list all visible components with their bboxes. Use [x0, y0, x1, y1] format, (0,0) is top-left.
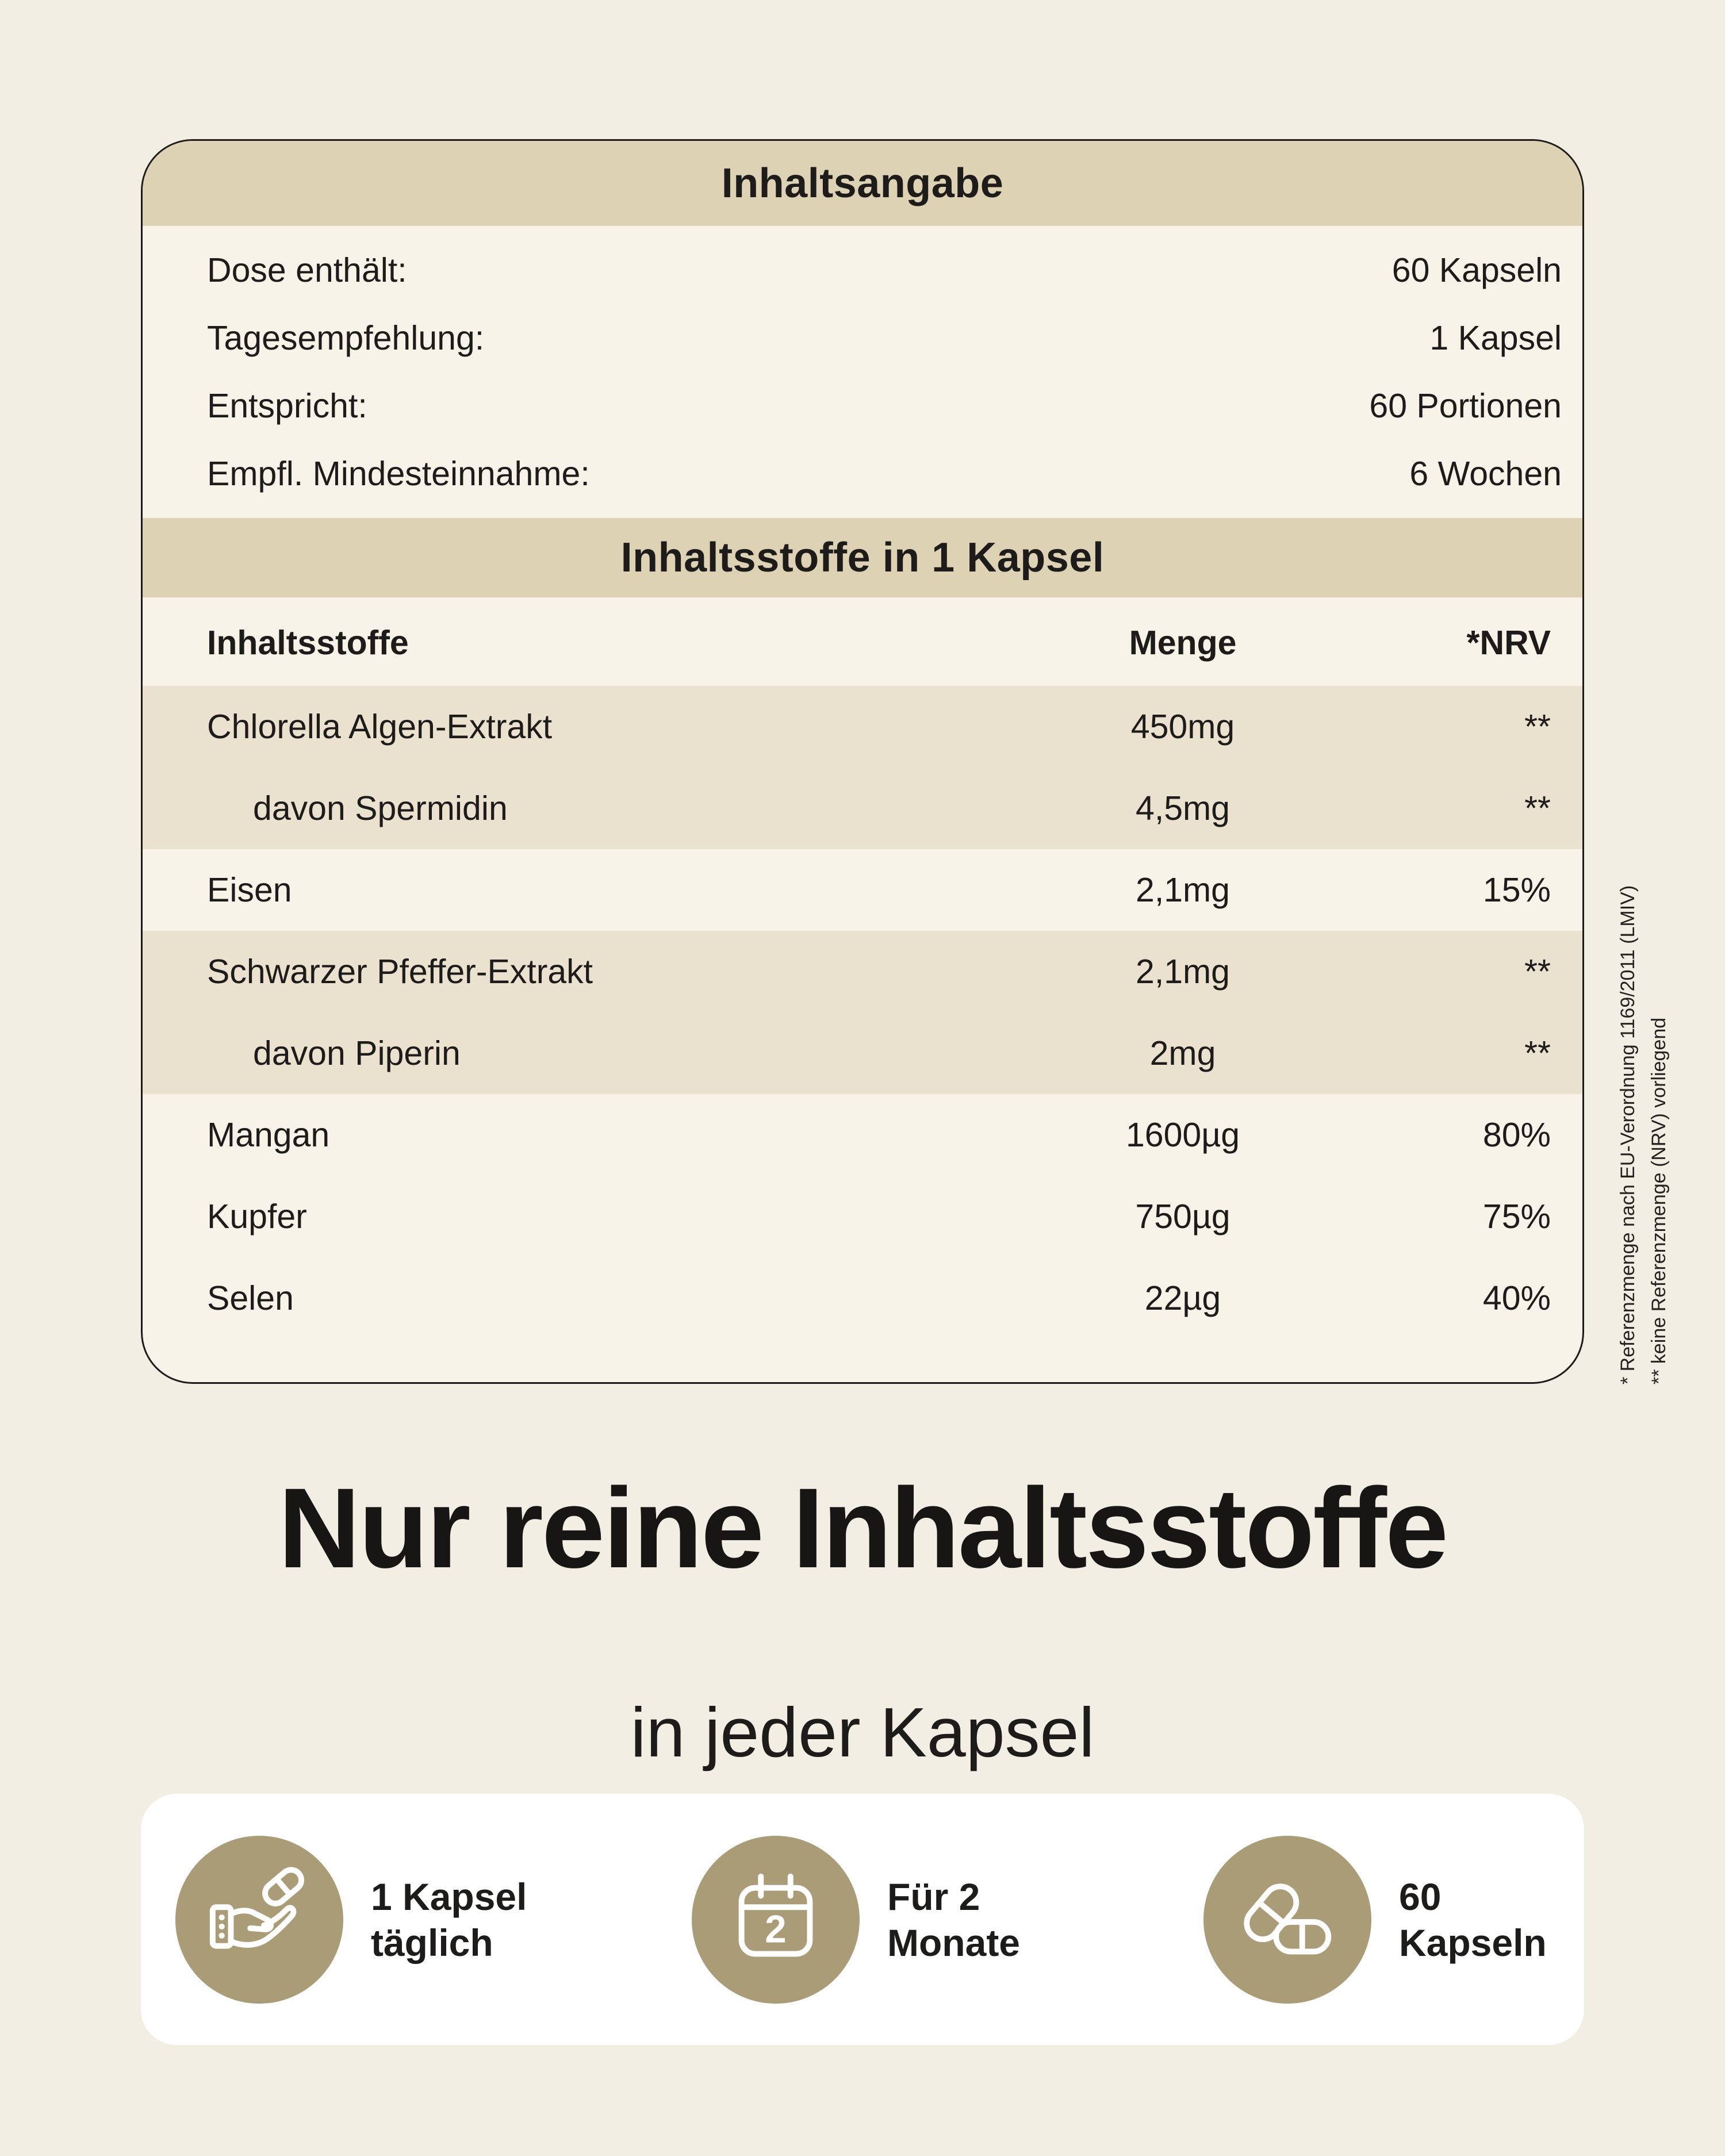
- subheadline: in jeder Kapsel: [630, 1693, 1095, 1771]
- ingredient-nrv: 40%: [1482, 1279, 1551, 1317]
- calendar-icon: 2: [738, 1873, 813, 1956]
- info-label: Entspricht:: [207, 387, 367, 425]
- card-title: Inhaltsangabe: [721, 160, 1004, 206]
- ingredient-amount: 2,1mg: [1136, 871, 1230, 909]
- column-header-amount: Menge: [1129, 624, 1237, 662]
- table-subrow: davon Piperin 2mg **: [143, 1012, 1582, 1094]
- ingredient-name: Schwarzer Pfeffer-Extrakt: [207, 953, 593, 991]
- column-header-ingredient: Inhaltsstoffe: [207, 624, 409, 662]
- info-value: 6 Wochen: [1409, 455, 1562, 493]
- ingredient-amount: 4,5mg: [1136, 789, 1230, 827]
- footnote-reference: * Referenzmenge nach EU-Verordnung 1169/…: [1617, 885, 1639, 1384]
- serving-info: Dose enthält: 60 Kapseln Tagesempfehlung…: [143, 226, 1582, 518]
- table-row: Chlorella Algen-Extrakt 450mg **: [143, 686, 1582, 768]
- ingredient-nrv: 75%: [1482, 1198, 1551, 1236]
- ingredient-name: Chlorella Algen-Extrakt: [207, 708, 553, 746]
- hand-capsule-icon: [209, 1866, 305, 1948]
- table-row: Eisen 2,1mg 15%: [143, 849, 1582, 931]
- ingredient-nrv: **: [1524, 1034, 1551, 1072]
- feature-label: 60 Kapseln: [1399, 1875, 1547, 1964]
- feature-label: 1 Kapsel täglich: [371, 1875, 527, 1964]
- ingredient-name: davon Spermidin: [253, 789, 508, 827]
- card-title-band: Inhaltsangabe: [143, 141, 1582, 226]
- table-row: Mangan 1600µg 80%: [143, 1094, 1582, 1176]
- feature-duration: 2 Für 2 Monate: [692, 1794, 1020, 2045]
- footnote-no-nrv: ** keine Referenzmenge (NRV) vorliegend: [1648, 1017, 1670, 1384]
- features-card: 1 Kapsel täglich 2 Für 2 Monate: [141, 1794, 1584, 2045]
- ingredient-nrv: 80%: [1482, 1116, 1551, 1154]
- ingredient-amount: 22µg: [1144, 1279, 1221, 1317]
- ingredient-name: Kupfer: [207, 1198, 307, 1236]
- ingredient-amount: 2mg: [1149, 1034, 1216, 1072]
- capsules-icon: [1244, 1883, 1332, 1954]
- info-label: Tagesempfehlung:: [207, 319, 485, 357]
- info-row: Dose enthält: 60 Kapseln: [207, 236, 1562, 304]
- ingredient-name: davon Piperin: [253, 1034, 461, 1072]
- ingredient-name: Mangan: [207, 1116, 330, 1154]
- ingredient-amount: 1600µg: [1125, 1116, 1240, 1154]
- ingredient-amount: 2,1mg: [1136, 953, 1230, 991]
- ingredient-nrv: **: [1524, 789, 1551, 827]
- ingredient-nrv: **: [1524, 708, 1551, 746]
- feature-daily-dose: 1 Kapsel täglich: [175, 1794, 527, 2045]
- info-label: Dose enthält:: [207, 251, 407, 289]
- ingredient-amount: 750µg: [1135, 1198, 1230, 1236]
- ingredient-name: Selen: [207, 1279, 294, 1317]
- table-row: Selen 22µg 40%: [143, 1257, 1582, 1339]
- ingredient-nrv: 15%: [1482, 871, 1551, 909]
- feature-icon-circle: 2: [692, 1835, 860, 2004]
- ingredients-table: Inhaltsstoffe Menge *NRV Chlorella Algen…: [143, 597, 1582, 1339]
- section-title-band: Inhaltsstoffe in 1 Kapsel: [143, 518, 1582, 597]
- feature-icon-circle: [1203, 1835, 1371, 2004]
- table-row: Schwarzer Pfeffer-Extrakt 2,1mg **: [143, 931, 1582, 1012]
- ingredient-group-chlorella: Chlorella Algen-Extrakt 450mg ** davon S…: [143, 686, 1582, 849]
- ingredient-group-pfeffer: Schwarzer Pfeffer-Extrakt 2,1mg ** davon…: [143, 931, 1582, 1094]
- info-label: Empfl. Mindesteinnahme:: [207, 455, 590, 493]
- feature-icon-circle: [175, 1835, 343, 2004]
- footnotes: * Referenzmenge nach EU-Verordnung 1169/…: [1612, 143, 1674, 1384]
- ingredient-amount: 450mg: [1130, 708, 1235, 746]
- calendar-number: 2: [765, 1908, 786, 1951]
- nutrition-facts-card: Inhaltsangabe Dose enthält: 60 Kapseln T…: [141, 139, 1584, 1384]
- table-row: Kupfer 750µg 75%: [143, 1176, 1582, 1257]
- column-header-nrv: *NRV: [1466, 624, 1551, 662]
- info-row: Empfl. Mindesteinnahme: 6 Wochen: [207, 440, 1562, 508]
- info-value: 60 Portionen: [1369, 387, 1562, 425]
- info-value: 60 Kapseln: [1392, 251, 1562, 289]
- section-title: Inhaltsstoffe in 1 Kapsel: [620, 535, 1105, 581]
- ingredient-nrv: **: [1524, 953, 1551, 991]
- feature-capsule-count: 60 Kapseln: [1203, 1794, 1547, 2045]
- table-subrow: davon Spermidin 4,5mg **: [143, 768, 1582, 849]
- table-header-row: Inhaltsstoffe Menge *NRV: [143, 600, 1582, 686]
- info-value: 1 Kapsel: [1429, 319, 1562, 357]
- info-row: Entspricht: 60 Portionen: [207, 372, 1562, 440]
- headline: Nur reine Inhaltsstoffe: [278, 1464, 1448, 1591]
- feature-label: Für 2 Monate: [887, 1875, 1020, 1964]
- ingredient-name: Eisen: [207, 871, 292, 909]
- info-row: Tagesempfehlung: 1 Kapsel: [207, 304, 1562, 372]
